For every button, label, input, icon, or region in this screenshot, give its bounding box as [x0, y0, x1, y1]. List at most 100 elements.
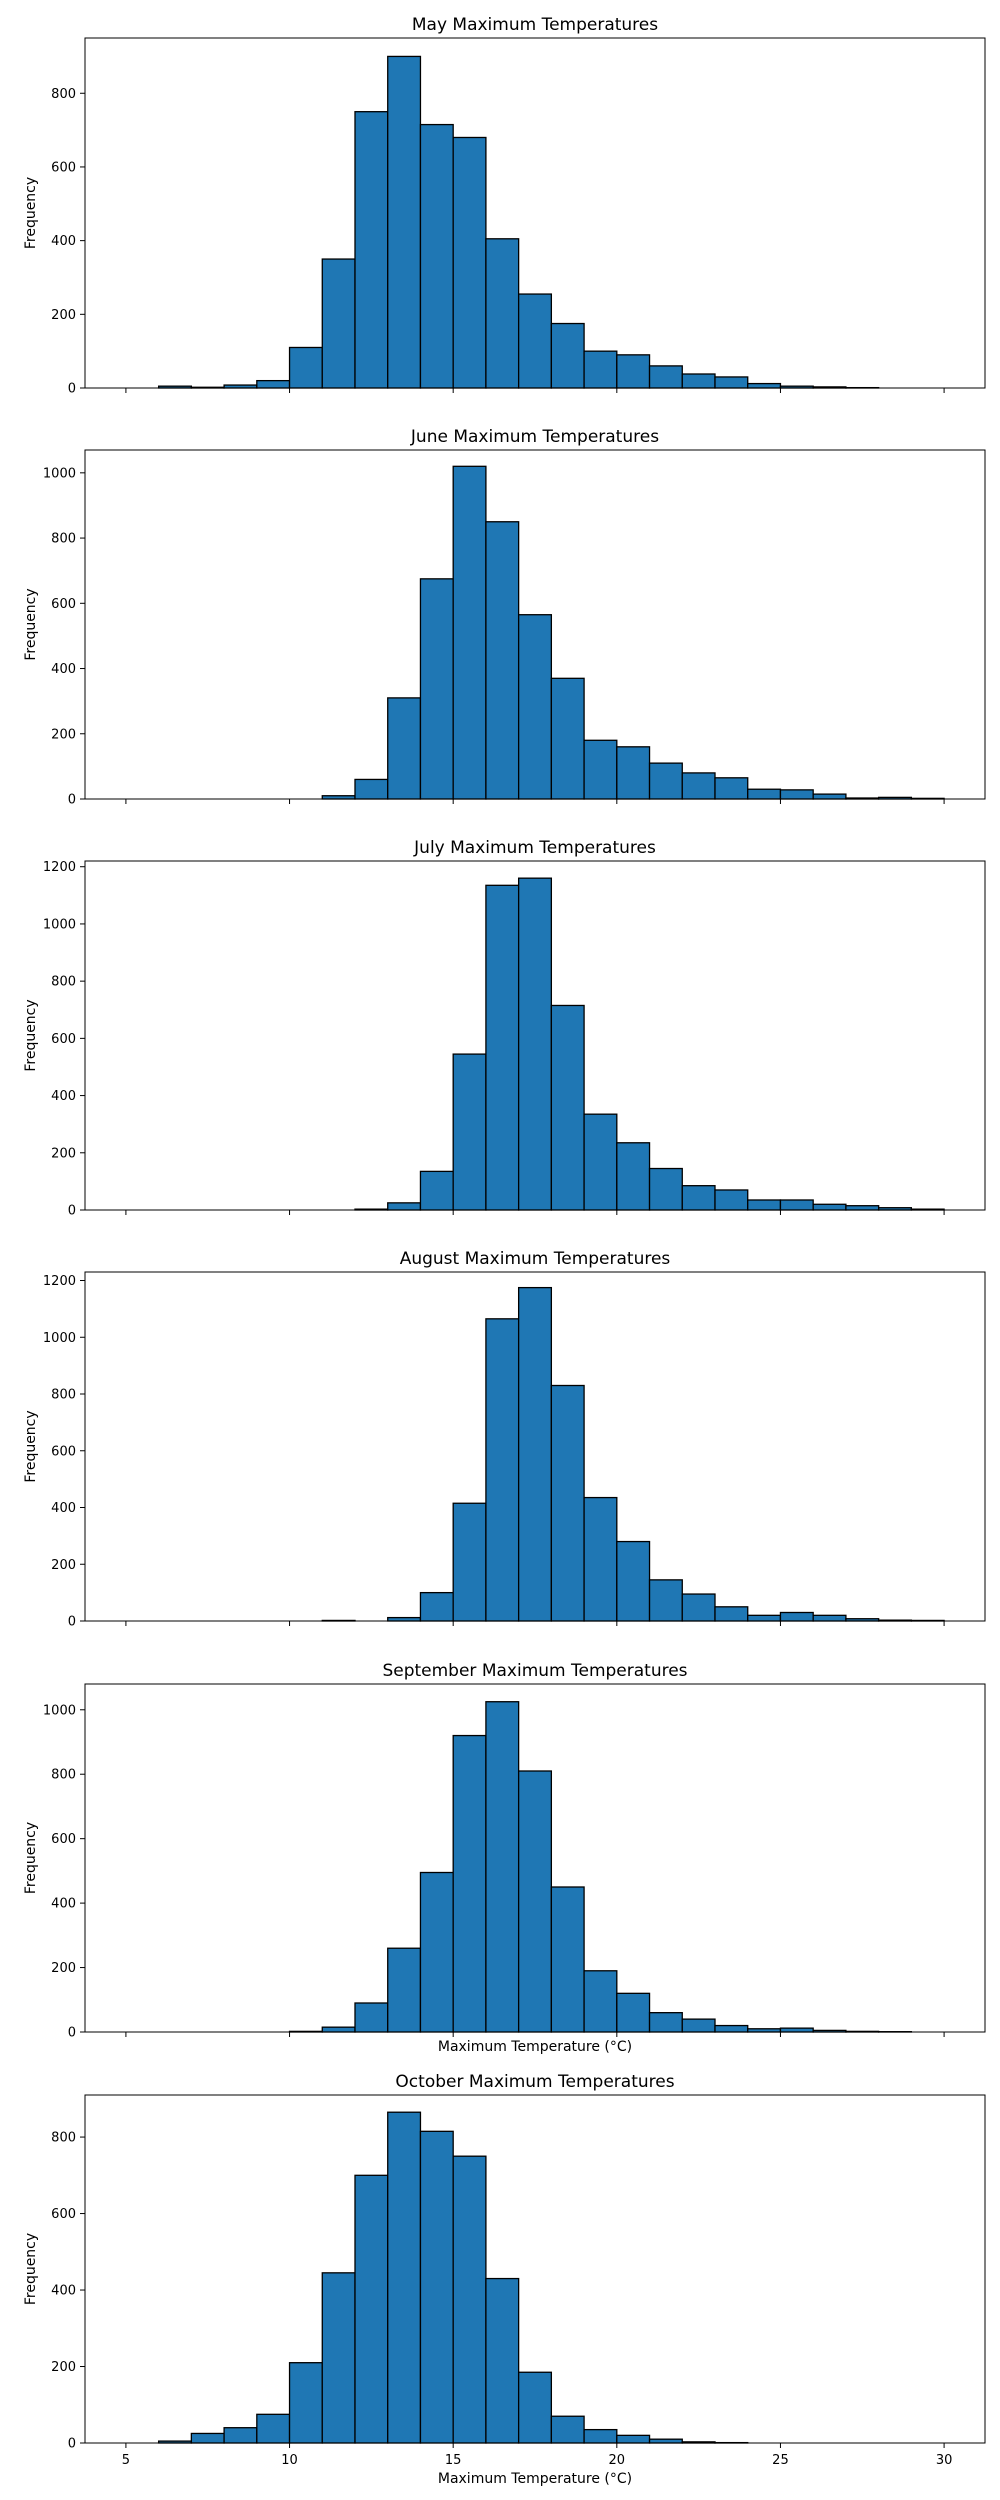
histogram-bar — [714, 2024, 749, 2033]
y-tick-label: 0 — [68, 1615, 76, 1630]
y-tick-label: 800 — [51, 532, 76, 547]
axes-frame — [84, 1271, 986, 1622]
histogram-bar — [452, 136, 487, 389]
histogram-bar — [517, 877, 553, 1211]
y-tick-label: 0 — [68, 2026, 76, 2041]
y-tick-label: 200 — [51, 727, 76, 742]
x-tick-label: 5 — [122, 2453, 130, 2468]
histogram-bar — [354, 2174, 389, 2444]
histogram-bar — [485, 1318, 520, 1622]
histogram-bar — [812, 1203, 847, 1211]
histogram-bar — [845, 1205, 880, 1211]
y-tick-label: 400 — [51, 1897, 76, 1912]
histogram-bar — [681, 772, 716, 800]
y-tick-label: 800 — [51, 975, 76, 990]
y-tick-label: 400 — [51, 234, 76, 249]
chart-panel: 0 200 400 600 800 May Maximum Temperatures Fre… — [23, 15, 986, 397]
axes-frame — [84, 2094, 986, 2444]
y-tick-label: 800 — [51, 1388, 76, 1403]
chart-panel: 0 200 400 600 800 5 10 15 20 25 30 October Maximum … — [23, 2072, 986, 2487]
histogram-bar — [648, 2012, 683, 2033]
histogram-bar — [517, 293, 553, 389]
histogram-bar — [288, 346, 323, 389]
histogram-bar — [321, 2272, 356, 2444]
histogram-bar — [812, 1614, 847, 1622]
histogram-bar — [485, 884, 520, 1211]
histogram-bar — [485, 238, 520, 389]
chart-panel: 0 200 400 600 800 1000 1200 July Maximum Temper… — [23, 838, 986, 1219]
histogram-bar — [419, 1170, 454, 1211]
histogram-bar — [681, 1185, 716, 1211]
y-tick-label: 200 — [51, 2360, 76, 2375]
x-tick-label: 20 — [609, 2453, 626, 2468]
chart-panel: 0 200 400 600 800 1000 September Maximum Tempe… — [23, 1661, 986, 2055]
histogram-bar — [485, 2277, 520, 2444]
histogram-bar — [583, 2428, 618, 2444]
histogram-bar — [517, 614, 553, 800]
histogram-bar — [387, 1616, 422, 1622]
histogram-bar — [452, 1502, 487, 1622]
chart-title: July Maximum Temperatures — [413, 838, 656, 858]
x-tick-label: 25 — [772, 2453, 789, 2468]
axes-frame — [84, 860, 986, 1211]
histogram-bar — [616, 746, 651, 800]
histogram-bar — [616, 1540, 651, 1622]
histogram-bar — [714, 777, 749, 800]
histogram-bar — [648, 762, 683, 800]
y-tick-label: 200 — [51, 1146, 76, 1161]
chart-title: September Maximum Temperatures — [382, 1661, 687, 1681]
y-tick-label: 600 — [51, 1832, 76, 1847]
y-tick-label: 1200 — [43, 1274, 76, 1289]
histogram-bar — [583, 1496, 618, 1622]
histogram-bar — [387, 1202, 422, 1211]
histogram-bar — [616, 354, 651, 389]
histogram-bar — [648, 1167, 683, 1211]
y-tick-label: 800 — [51, 1768, 76, 1783]
histogram-bar — [747, 382, 782, 389]
histogram-bar — [452, 465, 487, 800]
y-axis-label: Frequency — [23, 999, 39, 1071]
y-axis-label: Frequency — [23, 588, 39, 660]
y-axis-label: Frequency — [23, 1410, 39, 1482]
histogram-bar — [648, 1579, 683, 1622]
histogram-bar — [550, 677, 585, 800]
y-tick-label: 200 — [51, 1961, 76, 1976]
histogram-bar — [714, 376, 749, 389]
axes-frame — [84, 1683, 986, 2033]
histogram-bar — [485, 1701, 520, 2033]
histogram-bar — [419, 2130, 454, 2444]
histogram-bar — [550, 2415, 585, 2444]
y-tick-label: 0 — [68, 1204, 76, 1219]
histogram-bar — [747, 1614, 782, 1622]
histogram-bar — [583, 739, 618, 800]
histogram-bar — [616, 1142, 651, 1211]
histogram-bar — [452, 1734, 487, 2033]
histogram-bar — [747, 1199, 782, 1211]
histogram-bar — [517, 2371, 553, 2444]
histogram-bar — [648, 2438, 683, 2444]
histogram-bar — [550, 1384, 585, 1622]
histogram-bar — [681, 1593, 716, 1622]
chart-title: August Maximum Temperatures — [400, 1249, 671, 1269]
histogram-bar — [583, 1970, 618, 2033]
histogram-bar — [452, 2155, 487, 2444]
histogram-bar — [419, 1591, 454, 1622]
histogram-bar — [354, 778, 389, 800]
histogram-bar — [354, 2002, 389, 2033]
histogram-bar — [583, 350, 618, 389]
y-axis-label: Frequency — [23, 2233, 39, 2305]
y-tick-label: 1000 — [43, 1703, 76, 1718]
histogram-bar — [681, 2018, 716, 2033]
x-tick-label: 10 — [281, 2453, 298, 2468]
y-tick-label: 1000 — [43, 917, 76, 932]
axes-frame — [84, 449, 986, 800]
histogram-bar — [485, 521, 520, 800]
y-tick-label: 0 — [68, 2437, 76, 2452]
histogram-bar — [387, 697, 422, 800]
histogram-bar — [387, 55, 422, 389]
y-tick-label: 1200 — [43, 860, 76, 875]
histogram-bar — [550, 1886, 585, 2033]
chart-title: June Maximum Temperatures — [410, 427, 659, 447]
histogram-bar — [648, 365, 683, 389]
